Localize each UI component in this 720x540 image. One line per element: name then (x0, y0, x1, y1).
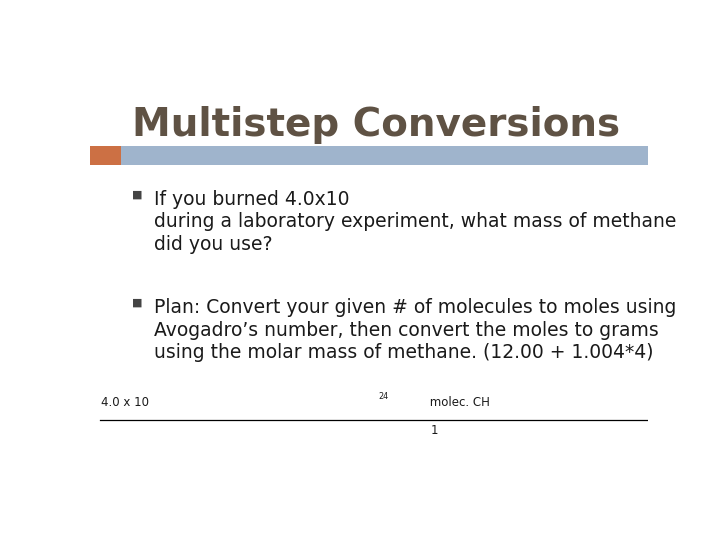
Text: Multistep Conversions: Multistep Conversions (132, 106, 620, 144)
Bar (90, 146, 648, 165)
Bar (90, 146, 121, 165)
Text: during a laboratory experiment, what mass of methane: during a laboratory experiment, what mas… (154, 212, 677, 232)
Text: ■: ■ (132, 190, 143, 200)
Text: 4.0 x 10: 4.0 x 10 (102, 396, 150, 409)
Text: did you use?: did you use? (154, 235, 273, 254)
Text: Avogadro’s number, then convert the moles to grams: Avogadro’s number, then convert the mole… (154, 321, 659, 340)
Text: molec. CH: molec. CH (426, 396, 490, 409)
Text: 1: 1 (431, 424, 438, 437)
Text: Plan: Convert your given # of molecules to moles using: Plan: Convert your given # of molecules … (154, 298, 677, 316)
Text: If you burned 4.0x10: If you burned 4.0x10 (154, 190, 350, 208)
Text: 24: 24 (379, 392, 389, 401)
Text: using the molar mass of methane. (12.00 + 1.004*4): using the molar mass of methane. (12.00 … (154, 343, 654, 362)
Text: ■: ■ (132, 298, 143, 308)
